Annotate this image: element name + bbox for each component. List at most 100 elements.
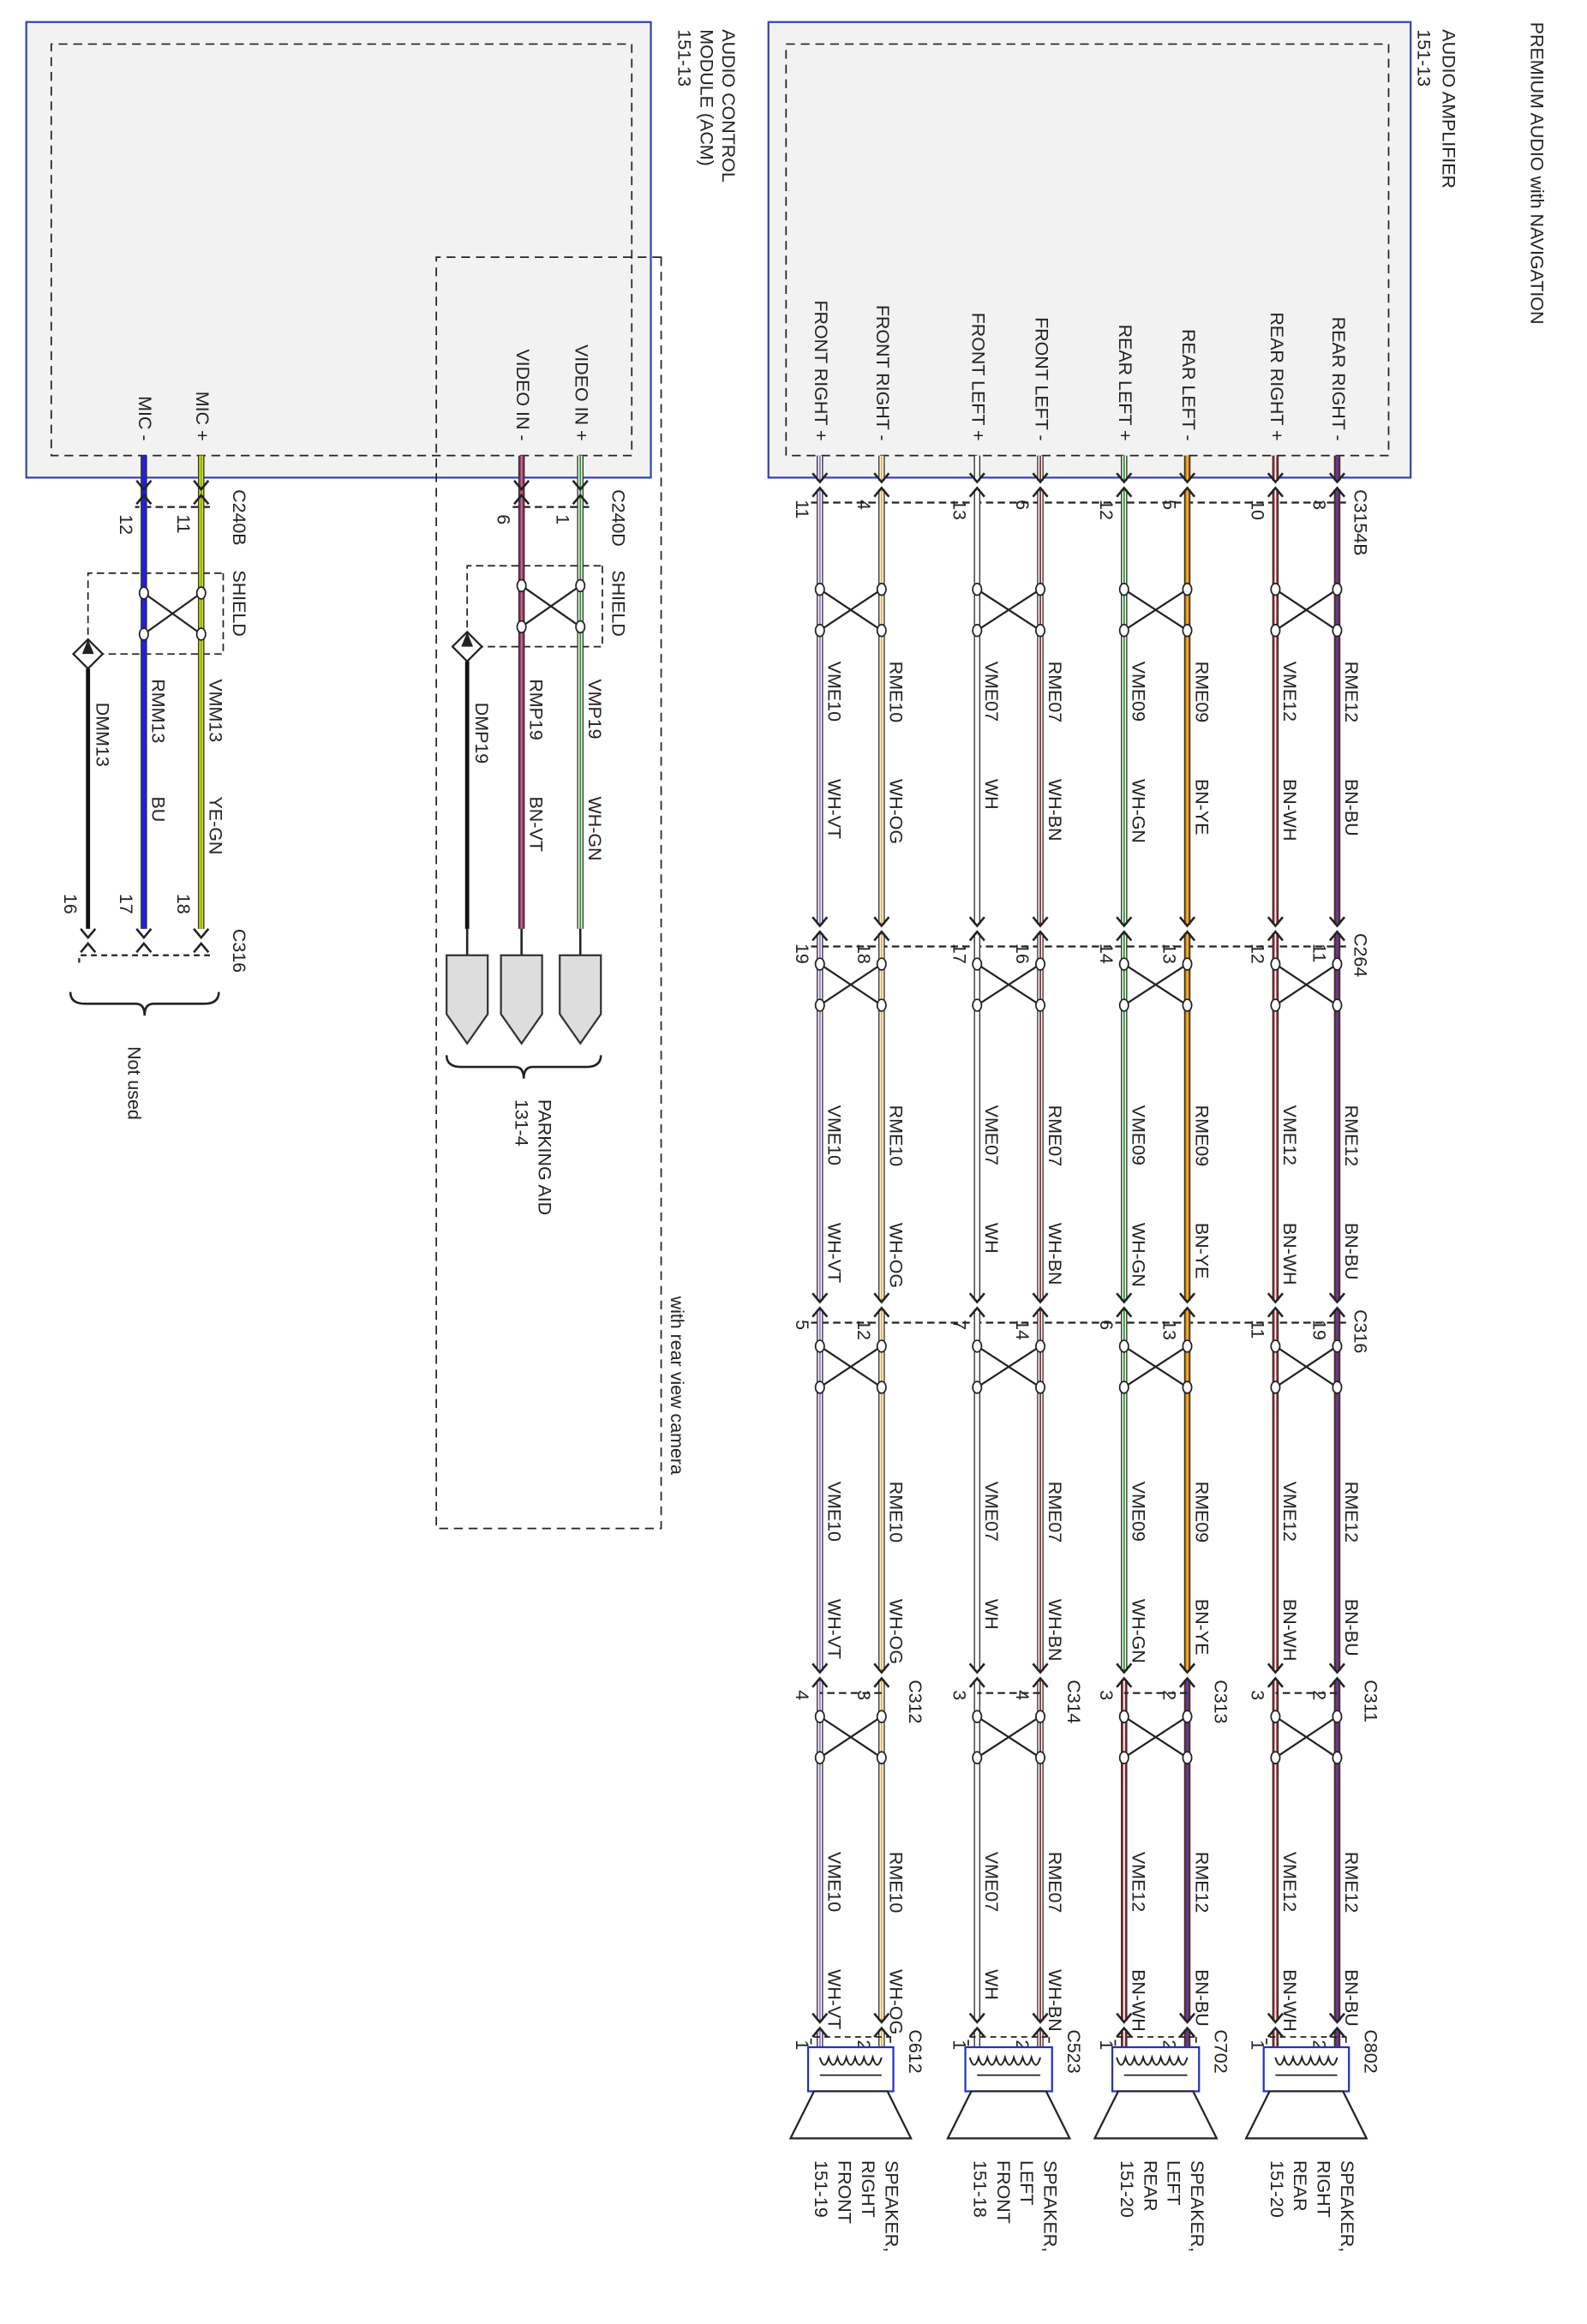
connector-pin <box>1328 1662 1346 1688</box>
twist-end <box>1118 998 1129 1012</box>
connector-pin <box>193 928 210 954</box>
plug <box>446 954 489 1045</box>
wire-color-code: WH-BN <box>1045 1223 1065 1285</box>
circuit-code: VME07 <box>981 1105 1002 1165</box>
amplifier-ref: 151-13 <box>1413 29 1434 87</box>
pin-name: MIC + <box>192 392 213 441</box>
pin-number: 14 <box>1096 943 1117 964</box>
circuit-code: VME10 <box>824 662 845 722</box>
wire-color-code: WH-BN <box>1045 779 1065 842</box>
pin-number: 14 <box>1012 1320 1033 1340</box>
circuit-code: VME12 <box>1129 1852 1149 1912</box>
circuit-code: RME12 <box>1341 662 1362 722</box>
speaker-label: FRONT <box>993 2160 1014 2224</box>
pin-number: 19 <box>792 943 812 964</box>
connector-pin <box>1178 2012 1196 2038</box>
speaker-label: RIGHT <box>1314 2160 1334 2218</box>
twist-end <box>1118 1710 1129 1723</box>
twist-end <box>972 624 983 638</box>
connector-pin <box>513 479 530 506</box>
twist-end <box>1332 582 1343 596</box>
pin-name: FRONT LEFT + <box>968 313 989 441</box>
connector-pin <box>811 2012 829 2038</box>
twist-end <box>1270 624 1281 638</box>
circuit-code: RME10 <box>886 1482 907 1543</box>
pin-number: 4 <box>792 1690 812 1700</box>
twist-end <box>814 957 825 971</box>
twist-end <box>814 1339 825 1353</box>
pin-number: 3 <box>1247 1690 1267 1700</box>
connector-pin <box>1328 472 1346 498</box>
circuit-code: VME07 <box>981 1482 1002 1542</box>
connector-outline <box>810 2036 891 2048</box>
twist-end <box>1270 1339 1281 1353</box>
wire-color-code: BN-WH <box>1279 1599 1300 1662</box>
circuit-code: RME10 <box>886 662 907 723</box>
connector-pin <box>135 928 153 954</box>
pin-number: 12 <box>116 514 136 535</box>
twist-end <box>1182 998 1193 1012</box>
pin-number: 16 <box>1012 943 1033 964</box>
circuit-code: RME07 <box>1045 1105 1065 1166</box>
connector-pin <box>80 928 97 954</box>
twist-end <box>1332 998 1343 1012</box>
drain-splice-mark <box>461 632 474 647</box>
speaker-label: REAR <box>1140 2160 1160 2212</box>
twist-end <box>1332 1751 1343 1764</box>
wire-color-code: BN-BU <box>1191 1969 1212 2027</box>
twisted-pair <box>819 1345 883 1388</box>
destination-label: Not used <box>123 1046 144 1120</box>
speaker-cone <box>946 2090 1072 2140</box>
speaker-coil <box>1116 2054 1189 2066</box>
connector-pin <box>1328 1292 1346 1318</box>
connector-pin <box>968 1662 985 1688</box>
twisted-pair <box>1274 588 1338 632</box>
connector-pin <box>968 1292 985 1318</box>
wire-color-code: BN-BU <box>1341 1599 1362 1656</box>
connector-pin <box>811 1292 829 1318</box>
connector-pin <box>1032 1662 1049 1688</box>
pin-number: 3 <box>1096 1690 1117 1700</box>
shield-label: SHIELD <box>229 570 249 636</box>
wire-color-code: BN-WH <box>1279 1969 1300 2032</box>
pin-number: 13 <box>1159 943 1180 964</box>
connector-name: C311 <box>1361 1680 1381 1722</box>
twist-end <box>1270 998 1281 1012</box>
twist-end <box>1118 1339 1129 1353</box>
wire-color-code: WH-BN <box>1045 1599 1065 1662</box>
connector-pin <box>1178 916 1196 942</box>
twist-end <box>1182 582 1193 596</box>
acm-name: MODULE (ACM) <box>696 29 716 165</box>
twisted-pair <box>520 584 581 628</box>
twist-end <box>575 620 586 634</box>
speaker-label: LEFT <box>1016 2160 1037 2205</box>
connector-pin <box>135 479 153 506</box>
pin-number: 18 <box>173 894 194 914</box>
brace <box>445 1055 602 1079</box>
amplifier-inner <box>785 43 1390 457</box>
pin-name: FRONT LEFT - <box>1031 317 1051 440</box>
pin-name: REAR LEFT + <box>1115 325 1135 441</box>
twist-end <box>1270 582 1281 596</box>
speaker-cone <box>1244 2090 1368 2140</box>
pin-number: 1 <box>1096 2039 1117 2050</box>
wire-color-code: BN-YE <box>1191 1599 1212 1655</box>
pin-number: 5 <box>1159 500 1180 510</box>
speaker-box <box>964 2045 1053 2093</box>
wire-color-code: BN-YE <box>1191 1223 1212 1279</box>
twisted-pair <box>1123 588 1189 632</box>
connector-pin <box>811 916 829 942</box>
wire-color-code: WH <box>981 779 1002 810</box>
connector-pin <box>968 2012 985 2038</box>
twist-end <box>972 1751 983 1764</box>
connector-pin <box>968 472 985 498</box>
twisted-pair <box>143 592 202 635</box>
circuit-code: VME09 <box>1129 1482 1149 1542</box>
connector-pin <box>1267 1292 1284 1318</box>
connector-outline <box>78 954 211 963</box>
twisted-pair <box>819 1716 883 1759</box>
wire-color-code: WH-BN <box>1045 1969 1065 2032</box>
speaker-box <box>1262 2045 1350 2093</box>
brace <box>69 991 220 1016</box>
speaker-label: 151-20 <box>1117 2160 1137 2218</box>
